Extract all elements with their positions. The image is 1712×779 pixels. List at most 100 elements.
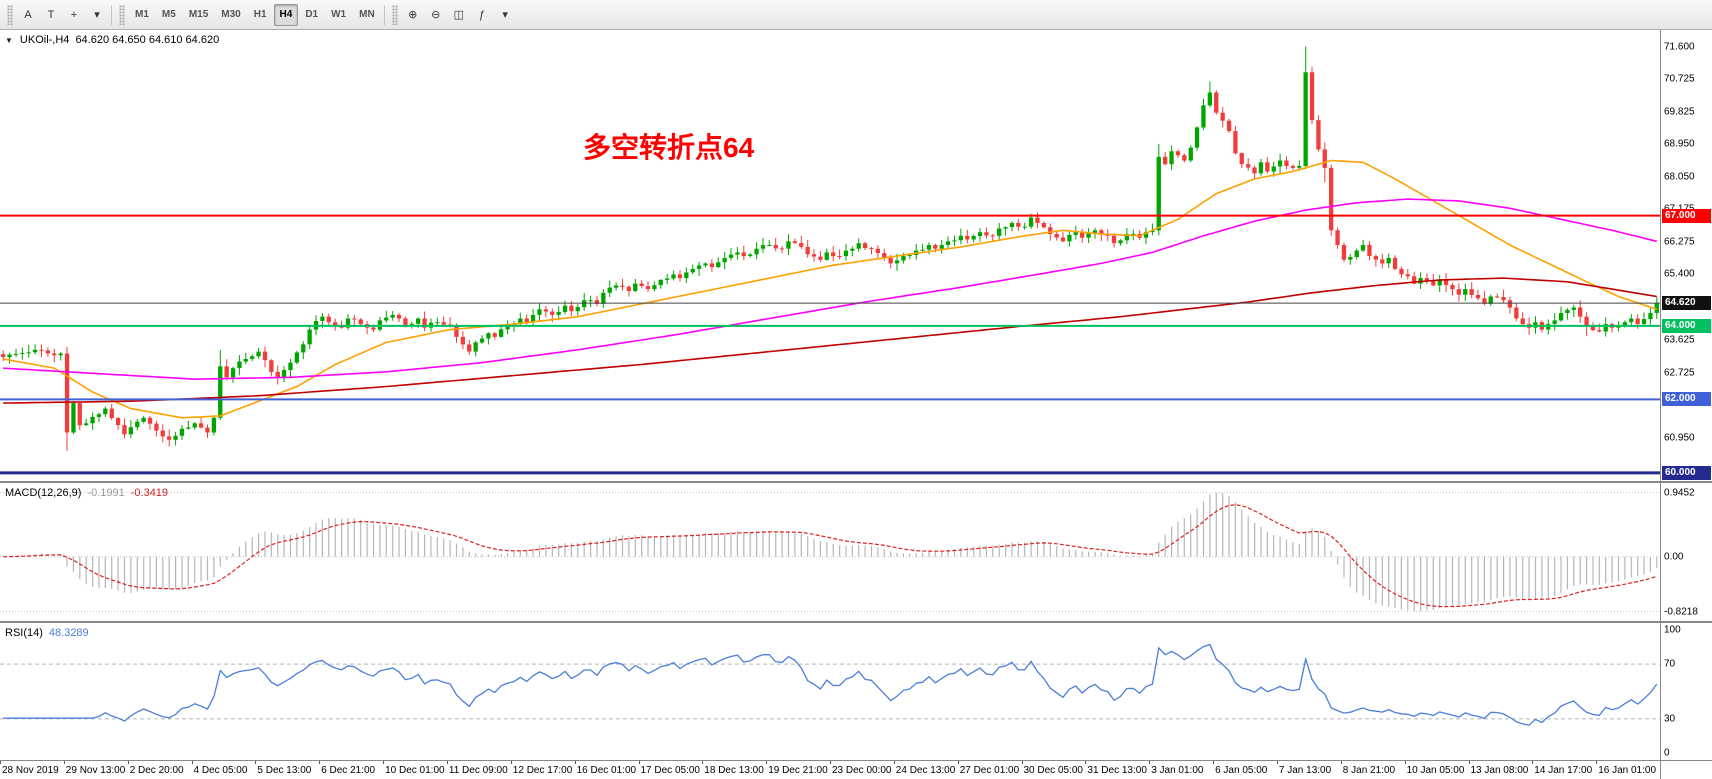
text-tool[interactable]: T	[47, 8, 55, 21]
timeframe-button-mn[interactable]: MN	[359, 9, 375, 20]
crosshair-tool[interactable]: +	[70, 8, 78, 21]
time-axis-tick	[1404, 761, 1406, 764]
macd-signal-line	[3, 504, 1657, 608]
time-axis-tick	[1276, 761, 1278, 764]
price-level-badge: 60.000	[1662, 465, 1711, 480]
toolbar-drag-handle[interactable]	[119, 4, 125, 25]
time-axis[interactable]: 28 Nov 2019 29 Nov 13:00 2 Dec 20:00 4 Dec …	[0, 761, 1712, 779]
time-axis-tick	[191, 761, 193, 764]
price-axis-label: 62.725	[1664, 367, 1695, 379]
price-axis-label: 60.950	[1664, 432, 1695, 444]
main-chart-plot[interactable]	[0, 30, 1660, 481]
timeframe-button-w1[interactable]: W1	[331, 9, 347, 20]
time-axis-tick	[702, 761, 704, 764]
rsi-plot[interactable]	[0, 623, 1660, 760]
time-axis-tick	[766, 761, 768, 764]
time-axis-tick	[1468, 761, 1470, 764]
macd-pane: 0.9452 0.00 -0.8218 MACD(12,26,9) -0.1991 …	[0, 483, 1712, 623]
text-label-tool[interactable]: A	[24, 8, 32, 21]
macd-header: MACD(12,26,9) -0.1991 -0.3419	[5, 487, 168, 499]
main-chart-pane: 71.60070.72569.82568.95068.05067.17566.2…	[0, 30, 1712, 483]
time-axis-tick	[1340, 761, 1342, 764]
macd-histogram	[9, 492, 1658, 612]
time-axis-label: 12 Dec 17:00	[512, 765, 573, 776]
macd-label: MACD(12,26,9)	[5, 487, 82, 499]
time-axis-label: 28 Nov 2019	[2, 765, 59, 776]
time-axis-label: 16 Jan 01:00	[1598, 765, 1657, 776]
tile-windows-icon[interactable]: ◫	[453, 9, 465, 21]
time-axis-tick	[446, 761, 448, 764]
price-axis-label: 63.625	[1664, 334, 1695, 346]
rsi-line	[3, 643, 1658, 726]
zoom-in-icon[interactable]: ⊕	[408, 9, 418, 21]
chart-symbol-period: UKOil-,H4	[19, 34, 70, 46]
time-axis-tick	[638, 761, 640, 764]
timeframe-button-h1[interactable]: H1	[253, 9, 267, 20]
time-axis-label: 30 Dec 05:00	[1023, 765, 1084, 776]
rsi-label: RSI(14)	[5, 627, 43, 639]
time-axis-tick	[1213, 761, 1215, 764]
time-axis-label: 5 Dec 13:00	[257, 765, 312, 776]
time-axis-label: 2 Dec 20:00	[129, 765, 184, 776]
time-axis-tick	[0, 761, 1, 764]
time-axis-tick	[893, 761, 895, 764]
price-axis-label: 69.825	[1664, 106, 1695, 118]
price-axis-label: 65.400	[1664, 268, 1695, 280]
rsi-axis-label: 100	[1664, 624, 1681, 636]
timeframe-button-m1[interactable]: M1	[135, 9, 149, 20]
time-axis-tick	[957, 761, 959, 764]
macd-axis[interactable]: 0.9452 0.00 -0.8218	[1660, 483, 1712, 621]
time-axis-label: 19 Dec 21:00	[768, 765, 828, 776]
price-level-badge: 62.000	[1662, 392, 1711, 407]
time-axis-label: 3 Jan 01:00	[1151, 765, 1204, 776]
time-axis-label: 13 Jan 08:00	[1470, 765, 1529, 776]
macd-axis-label: -0.8218	[1664, 606, 1698, 617]
time-axis-label: 27 Dec 01:00	[959, 765, 1020, 776]
price-axis-label: 66.275	[1664, 236, 1695, 248]
time-axis-tick	[830, 761, 831, 764]
time-axis-label: 23 Dec 00:00	[832, 765, 892, 776]
time-axis-tick	[1021, 761, 1023, 764]
toolbar-drag-handle[interactable]	[391, 4, 398, 25]
macd-main-value: -0.1991	[87, 487, 125, 499]
toolbar-separator	[383, 4, 385, 25]
price-axis-label: 70.725	[1664, 73, 1695, 85]
indicators-icon[interactable]: ƒ	[479, 8, 486, 21]
candles-layer	[1, 46, 1659, 451]
time-axis-tick	[127, 761, 129, 764]
rsi-value: 48.3289	[48, 627, 89, 639]
timeframe-button-m5[interactable]: M5	[161, 9, 176, 20]
price-level-badge: 67.000	[1662, 208, 1711, 223]
chart-annotation-text[interactable]: 多空转折点64	[583, 132, 755, 163]
timeframe-button-m15[interactable]: M15	[188, 9, 209, 20]
time-axis-label: 6 Dec 21:00	[321, 765, 376, 776]
time-axis-tick	[1149, 761, 1151, 764]
time-axis-tick	[574, 761, 576, 764]
time-axis-label: 14 Jan 17:00	[1534, 765, 1593, 776]
price-axis[interactable]: 71.60070.72569.82568.95068.05067.17566.2…	[1660, 30, 1712, 481]
timeframe-button-d1[interactable]: D1	[305, 9, 319, 20]
timeframe-button-h4[interactable]: H4	[273, 3, 299, 26]
toolbar-drag-handle[interactable]	[7, 4, 13, 25]
time-axis-label: 11 Dec 09:00	[448, 765, 508, 776]
current-price-badge: 64.620	[1662, 296, 1711, 311]
rsi-axis-label: 70	[1664, 658, 1676, 670]
time-axis-label: 10 Jan 05:00	[1406, 765, 1465, 776]
chart-expand-icon[interactable]: ▼	[5, 36, 13, 45]
timeframe-button-m30[interactable]: M30	[221, 9, 241, 20]
drawing-tools-dropdown-icon[interactable]: ▾	[94, 9, 100, 21]
time-axis-tick	[1085, 761, 1087, 764]
zoom-out-icon[interactable]: ⊖	[431, 9, 441, 21]
time-axis-label: 18 Dec 13:00	[704, 765, 764, 776]
rsi-pane: 100 70 30 0 RSI(14) 48.3289	[0, 623, 1712, 761]
macd-plot[interactable]	[0, 483, 1660, 621]
time-axis-label: 16 Dec 01:00	[576, 765, 637, 776]
price-axis-label: 68.050	[1664, 171, 1695, 183]
rsi-axis[interactable]: 100 70 30 0	[1660, 623, 1712, 760]
time-axis-label: 4 Dec 05:00	[193, 765, 248, 776]
time-axis-label: 6 Jan 05:00	[1215, 765, 1268, 776]
toolbar-separator	[111, 4, 112, 25]
toolbar-dropdown-icon[interactable]: ▾	[502, 9, 508, 21]
time-axis-tick	[63, 761, 65, 764]
